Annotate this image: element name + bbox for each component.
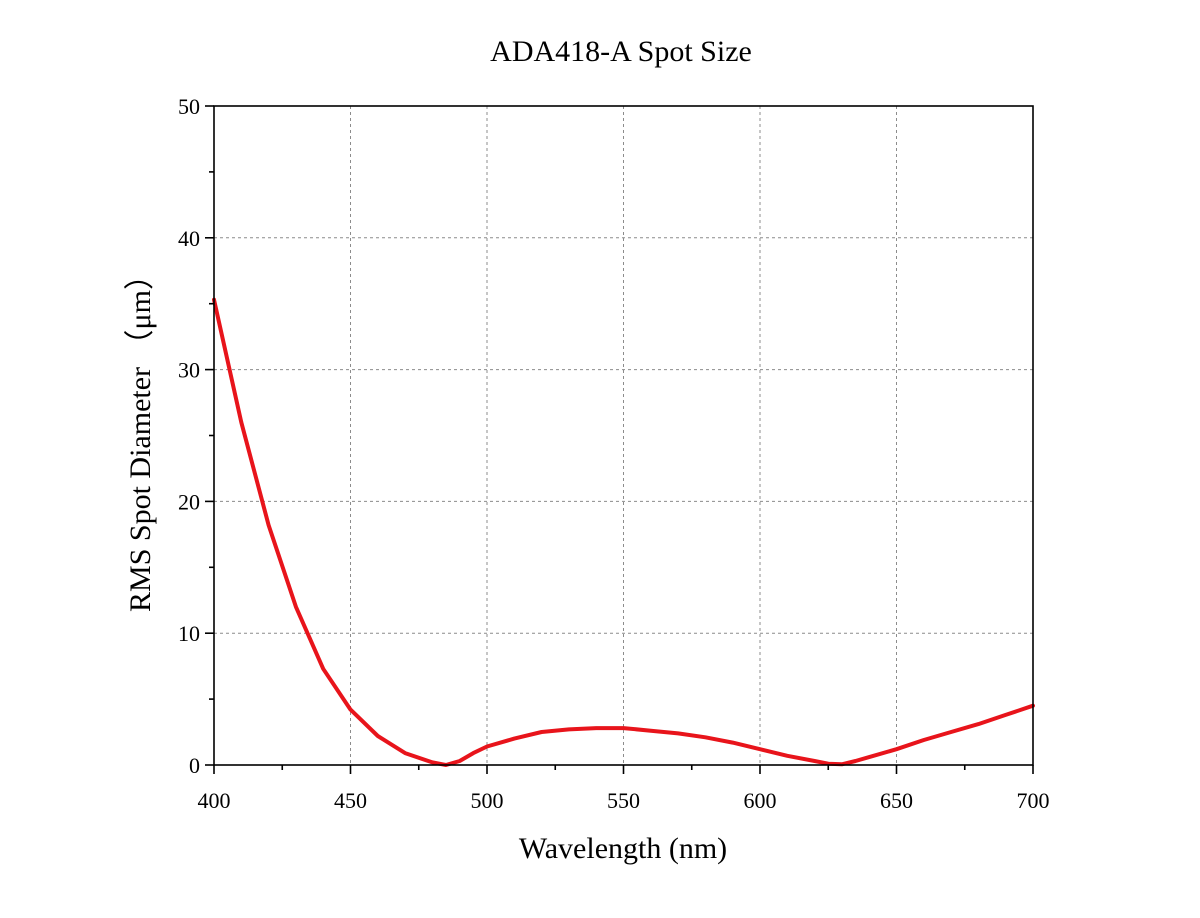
x-tick-label: 700: [1017, 788, 1050, 813]
y-tick-label: 50: [178, 94, 200, 119]
x-tick-label: 400: [198, 788, 231, 813]
x-tick-label: 450: [334, 788, 367, 813]
y-tick-label: 10: [178, 621, 200, 646]
tick-labels: 400 450 500 550 600 650 700 0 10 20 30 40 50: [178, 94, 1050, 813]
y-tick-label: 30: [178, 358, 200, 383]
gridlines: [214, 106, 1033, 765]
x-tick-label: 650: [880, 788, 913, 813]
x-tick-label: 500: [471, 788, 504, 813]
x-tick-label: 600: [744, 788, 777, 813]
series-line: [212, 297, 1035, 767]
series-layer: [212, 297, 1035, 767]
axis-ticks: [205, 105, 1034, 774]
x-axis-label: Wavelength (nm): [519, 832, 727, 865]
chart-title: ADA418-A Spot Size: [490, 35, 752, 68]
x-tick-label: 550: [607, 788, 640, 813]
y-axis-label: RMS Spot Diameter （μm）: [124, 260, 157, 612]
y-tick-label: 40: [178, 226, 200, 251]
y-tick-label: 20: [178, 489, 200, 514]
y-tick-label: 0: [189, 753, 200, 778]
